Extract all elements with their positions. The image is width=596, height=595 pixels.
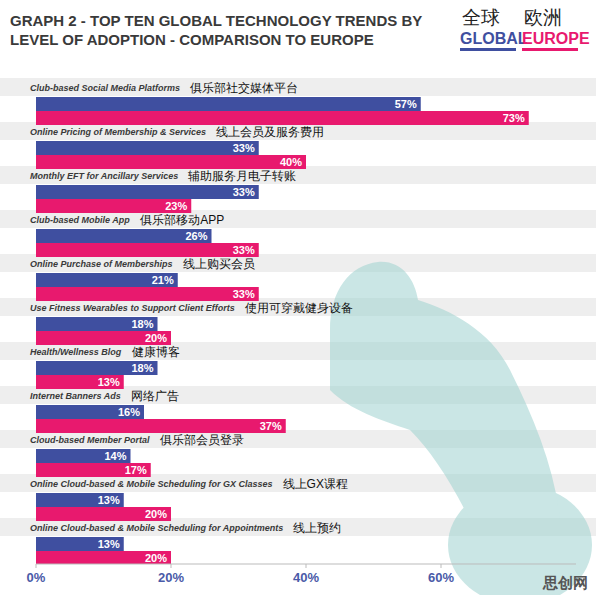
data-label: 21% [152, 274, 174, 286]
data-label: 37% [260, 420, 282, 432]
body [330, 262, 560, 520]
data-label: 20% [145, 332, 167, 344]
data-label: 73% [503, 112, 525, 124]
tick-label: 20% [158, 570, 184, 585]
category-label: Club-based Mobile App [30, 215, 130, 225]
legend-label-zh: 全球 [462, 7, 500, 28]
x-axis: 0% 20% 40% 60% [27, 564, 576, 585]
category-label-zh: 线上预约 [293, 521, 341, 535]
title-group: GRAPH 2 - TOP TEN GLOBAL TECHNOLOGY TREN… [10, 12, 422, 48]
data-label: 13% [98, 538, 120, 550]
category-label-zh: 健康博客 [132, 345, 180, 359]
legend-label: GLOBAL [460, 30, 528, 47]
title: GRAPH 2 - TOP TEN GLOBAL TECHNOLOGY TREN… [10, 12, 422, 48]
data-label: 33% [233, 288, 255, 300]
bar [36, 111, 529, 125]
category-label-zh: 辅助服务月电子转账 [188, 169, 296, 183]
data-label: 16% [118, 406, 140, 418]
bar [36, 141, 259, 155]
tick [306, 564, 307, 568]
category-label: Health/Wellness Blog [30, 347, 122, 357]
row-stripe [0, 78, 596, 96]
data-label: 33% [233, 142, 255, 154]
watermark: 思创网 [542, 574, 588, 591]
data-label: 13% [98, 494, 120, 506]
category-label: Monthly EFT for Ancillary Services [30, 171, 178, 181]
bar [36, 419, 286, 433]
category-label: Online Cloud-based & Mobile Scheduling f… [30, 523, 283, 533]
category-label-zh: 俱乐部会员登录 [160, 433, 244, 447]
data-label: 18% [131, 362, 153, 374]
bar [36, 361, 158, 375]
bar [36, 155, 306, 169]
category-label-zh: 使用可穿戴健身设备 [245, 301, 353, 315]
bar [36, 507, 171, 521]
bar [36, 273, 178, 287]
data-label: 40% [280, 156, 302, 168]
bar [36, 405, 144, 419]
legend-swatch [460, 48, 516, 51]
category-label-zh: 网络广告 [131, 389, 179, 403]
tick [441, 564, 442, 568]
category-label: Club-based Social Media Platforms [30, 83, 180, 93]
bar [36, 449, 131, 463]
legend: 全球 GLOBAL 欧洲 EUROPE [460, 7, 590, 51]
data-label: 33% [233, 186, 255, 198]
data-label: 18% [131, 318, 153, 330]
bar [36, 97, 421, 111]
bar [36, 493, 124, 507]
legend-label-zh: 欧洲 [524, 7, 562, 28]
legend-label: EUROPE [522, 30, 590, 47]
silhouette [330, 262, 592, 595]
data-label: 17% [125, 464, 147, 476]
bar [36, 551, 171, 564]
bars [36, 97, 529, 564]
category-label-zh: 线上GX课程 [283, 477, 348, 491]
legend-swatch [522, 48, 578, 51]
bar [36, 375, 124, 389]
data-label: 57% [395, 98, 417, 110]
tick [36, 564, 37, 568]
title-line: GRAPH 2 - TOP TEN GLOBAL TECHNOLOGY TREN… [10, 12, 422, 29]
tick-label: 40% [293, 570, 319, 585]
title-line: LEVEL OF ADOPTION - COMPARISON TO EUROPE [10, 31, 374, 48]
data-label: 23% [165, 200, 187, 212]
category-label: Online Pricing of Membership & Services [30, 127, 206, 137]
category-label-zh: 线上会员及服务费用 [216, 125, 324, 139]
bar [36, 463, 151, 477]
category-label: Internet Banners Ads [30, 391, 121, 401]
category-label: Use Fitness Wearables to Support Client … [30, 303, 235, 313]
tick-label: 60% [428, 570, 454, 585]
category-label-zh: 俱乐部社交媒体平台 [190, 81, 298, 95]
category-label-zh: 俱乐部移动APP [140, 213, 224, 227]
category-label: Online Purchase of Memberships [30, 259, 173, 269]
category-label-zh: 线上购买会员 [183, 257, 255, 271]
bar [36, 331, 171, 345]
category-label: Online Cloud-based & Mobile Scheduling f… [30, 479, 273, 489]
bar [36, 199, 191, 213]
tick [171, 564, 172, 568]
bar [36, 317, 158, 331]
data-label: 14% [104, 450, 126, 462]
bar [36, 185, 259, 199]
tick-label: 0% [27, 570, 46, 585]
bar [36, 243, 259, 257]
bar [36, 287, 259, 301]
data-label: 13% [98, 376, 120, 388]
data-label: 26% [185, 230, 207, 242]
category-label: Cloud-based Member Portal [30, 435, 150, 445]
chart: GRAPH 2 - TOP TEN GLOBAL TECHNOLOGY TREN… [0, 0, 596, 595]
data-label: 20% [145, 508, 167, 520]
data-label: 33% [233, 244, 255, 256]
bar [36, 537, 124, 551]
bar [36, 229, 212, 243]
data-label: 20% [145, 552, 167, 564]
data-labels: 57% 33% 33% 26% 21% 18% 18% 16% 14% 13% 13% 73% 40% 2… [98, 98, 525, 564]
